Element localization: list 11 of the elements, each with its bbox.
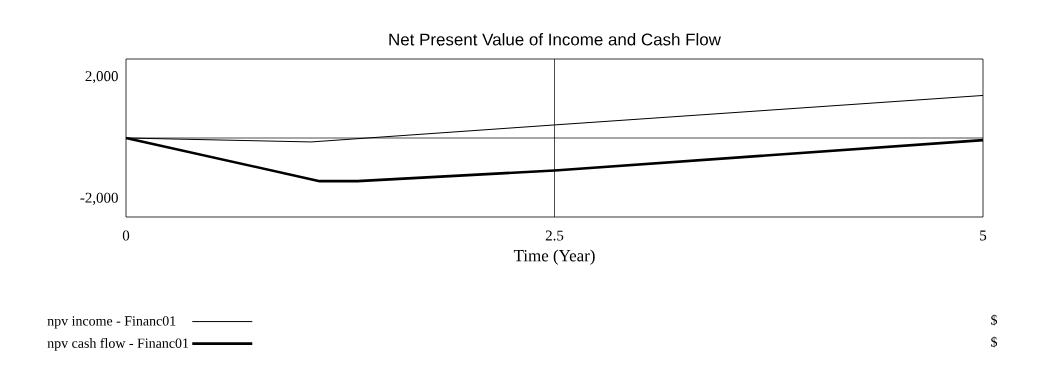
chart-title: Net Present Value of Income and Cash Flow: [389, 33, 721, 46]
y-tick-label: 2,000: [85, 71, 118, 84]
x-axis-title: Time (Year): [513, 249, 595, 265]
text: $: [991, 336, 998, 348]
legend-label: npv cash flow - Financ01: [47, 337, 189, 351]
legend-label: npv income - Financ01: [47, 316, 176, 329]
y-tick-label: -2,000: [80, 192, 118, 205]
x-tick-label: 2.5: [545, 230, 564, 241]
text: $: [991, 314, 998, 326]
x-tick-label: 0: [122, 230, 130, 241]
x-tick-label: 5: [980, 230, 987, 241]
